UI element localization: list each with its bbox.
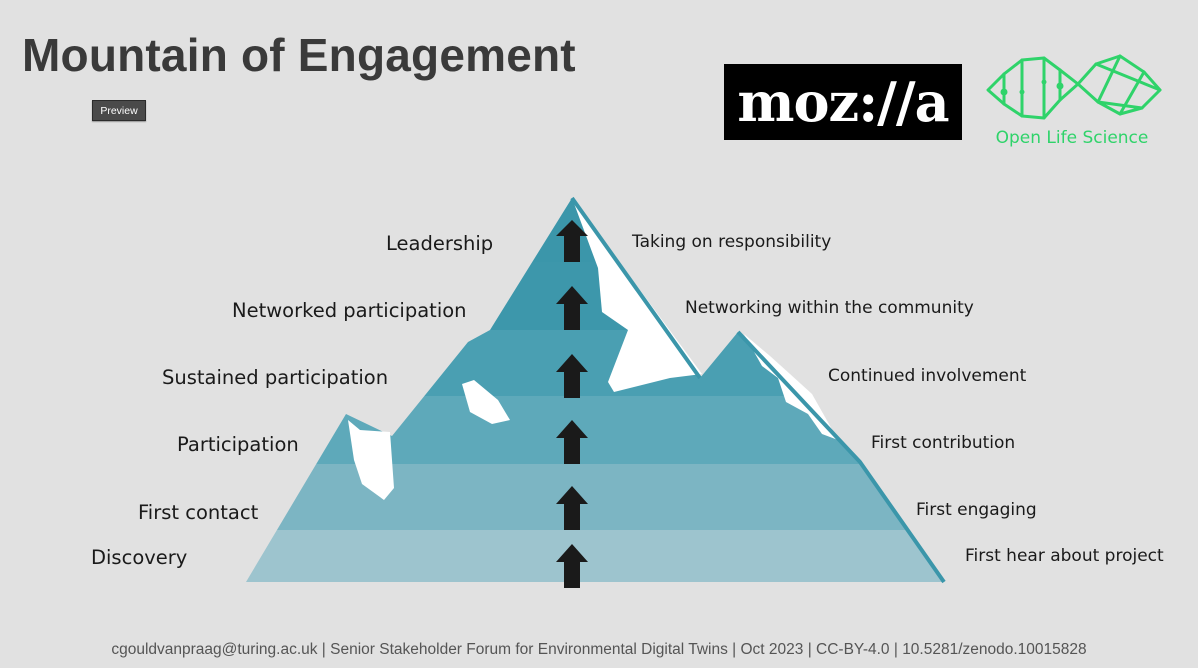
mountain-outline <box>570 196 946 584</box>
stage-description-sustained-participation: Continued involvement <box>828 366 1027 386</box>
footer-credits: cgouldvanpraag@turing.ac.uk | Senior Sta… <box>111 641 1087 658</box>
mozilla-logo: moz://a <box>724 64 962 140</box>
band-discovery <box>246 530 944 582</box>
arrow-up-icon <box>556 420 588 464</box>
snow-left-peak <box>348 420 394 500</box>
snow-patch-middle <box>462 380 510 424</box>
band-participation <box>246 396 944 464</box>
stage-label-participation: Participation <box>177 433 299 456</box>
slide-title: Mountain of Engagement <box>22 29 576 81</box>
stage-description-first-contact: First engaging <box>916 500 1037 520</box>
stage-label-sustained-participation: Sustained participation <box>162 366 389 389</box>
stage-label-networked-participation: Networked participation <box>232 299 467 322</box>
band-first-contact <box>246 464 944 530</box>
preview-button[interactable]: Preview <box>92 100 146 121</box>
arrow-up-icon <box>556 486 588 530</box>
stage-description-participation: First contribution <box>871 433 1016 453</box>
arrow-up-icon <box>556 286 588 330</box>
mozilla-logo-text: moz://a <box>737 70 949 134</box>
arrow-up-icon <box>556 354 588 398</box>
arrow-up-icon <box>556 544 588 588</box>
stage-description-leadership: Taking on responsibility <box>632 232 832 252</box>
open-life-science-logo-text: Open Life Science <box>995 128 1149 148</box>
stage-description-networked-participation: Networking within the community <box>685 298 974 318</box>
arrow-up-icon <box>556 220 588 262</box>
stage-label-first-contact: First contact <box>138 501 259 524</box>
stage-label-leadership: Leadership <box>386 232 494 255</box>
open-life-science-logo-icon <box>986 54 1162 120</box>
progression-arrows <box>556 220 588 588</box>
stage-label-discovery: Discovery <box>91 546 188 569</box>
stage-description-discovery: First hear about project <box>965 546 1164 566</box>
